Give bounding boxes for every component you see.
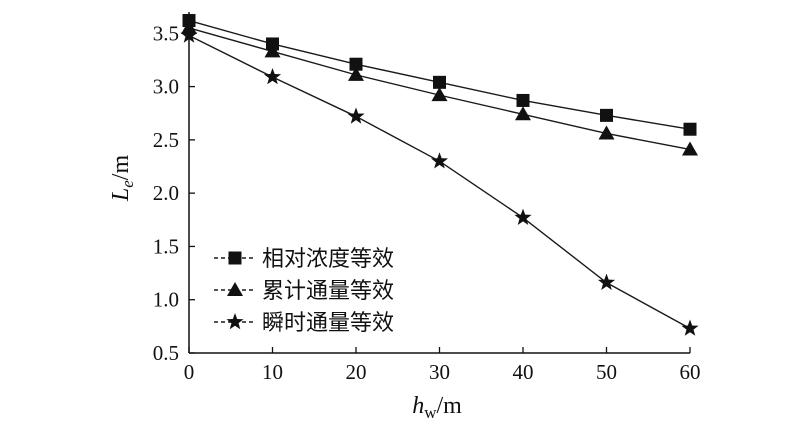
data-point-triangle [515,106,531,121]
legend-label: 瞬时通量等效 [262,311,394,336]
data-point-star [514,208,532,225]
x-axis-ticks: 0 10 20 30 40 50 60 [184,347,701,384]
x-axis-title: hw/m [412,393,462,422]
data-point-square [433,75,446,89]
data-point-square [349,57,363,71]
x-tick-label: 0 [184,360,195,384]
data-point-square [683,122,697,136]
x-tick-label: 50 [596,360,617,384]
y-tick-label: 3.0 [153,75,179,99]
data-point-star [681,319,699,336]
y-tick-label: 1.0 [153,288,179,312]
series-layer [180,14,699,336]
data-point-triangle [598,125,615,140]
y-axis-ticks: 0.5 1.0 1.5 2.0 2.5 3.0 3.5 [153,21,195,365]
y-tick-label: 2.5 [153,128,179,152]
legend-item: 累计通量等效 [214,279,394,304]
data-point-star [347,107,365,124]
y-tick-label: 1.5 [153,234,179,258]
legend-item: 相对浓度等效 [214,247,394,272]
series-star [180,26,699,336]
series-line [188,19,691,130]
x-tick-label: 10 [262,360,283,384]
legend-label: 累计通量等效 [262,279,394,304]
y-tick-label: 3.5 [153,21,179,45]
data-point-star [597,273,616,290]
legend-marker-square [228,251,242,265]
legend-item: 瞬时通量等效 [214,311,394,336]
data-point-star [180,26,198,43]
data-point-triangle [431,87,448,102]
data-point-triangle [682,141,698,156]
x-tick-label: 30 [429,360,450,384]
series-triangle [181,19,698,156]
data-point-triangle [264,43,281,58]
x-tick-label: 20 [346,360,367,384]
y-tick-label: 0.5 [153,341,179,365]
data-point-square [600,108,613,122]
data-point-star [263,68,282,85]
legend-label: 相对浓度等效 [262,247,394,272]
y-axis-title: Le/m [108,155,137,203]
data-point-star [430,152,449,169]
x-tick-label: 60 [680,360,701,384]
data-point-square [516,93,530,107]
data-point-triangle [348,66,364,81]
y-tick-label: 2.0 [153,181,179,205]
series-square [182,14,697,136]
legend-marker-triangle [227,282,243,296]
x-tick-label: 40 [513,360,534,384]
legend-marker-star [226,313,244,330]
